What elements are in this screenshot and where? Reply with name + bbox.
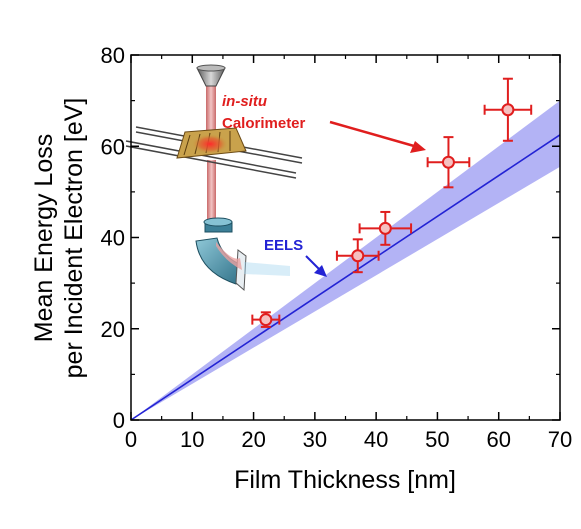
setup-illustration <box>125 64 303 292</box>
y-axis-title: Mean Energy Loss per Incident Electron [… <box>30 98 88 379</box>
y-axis-title-line2: per Incident Electron [eV] <box>60 98 88 379</box>
eels-series <box>130 100 561 421</box>
x-axis-title: Film Thickness [nm] <box>234 466 456 494</box>
y-tick-label: 40 <box>101 226 125 251</box>
calorimeter-series <box>251 77 533 328</box>
y-tick-label: 80 <box>101 43 125 68</box>
data-marker <box>259 313 273 327</box>
electron-beam-upper <box>206 86 216 144</box>
x-tick-label: 30 <box>303 427 327 452</box>
data-point-1 <box>251 311 281 328</box>
eels-uncertainty-band <box>131 100 560 420</box>
y-tick-label: 20 <box>101 317 125 342</box>
data-marker <box>441 155 455 169</box>
calorimeter-arrowhead <box>410 141 426 153</box>
data-point-3 <box>358 210 413 246</box>
x-tick-label: 40 <box>364 427 388 452</box>
electron-beam-lower <box>207 160 216 222</box>
eels-arrow <box>305 255 321 271</box>
x-tick-label: 50 <box>425 427 449 452</box>
annotation-in-situ: in-situ <box>222 93 267 110</box>
hot-spot <box>192 134 228 154</box>
eels-fit-line <box>130 134 561 421</box>
data-point-5 <box>483 77 533 142</box>
x-tick-label: 10 <box>180 427 204 452</box>
calorimeter-arrow <box>329 120 415 148</box>
axes: 0 10 20 30 40 50 60 70 0 20 40 60 80 <box>101 43 573 452</box>
annotation-eels-label: EELS <box>264 237 303 254</box>
x-tick-label: 20 <box>241 427 265 452</box>
x-tick-label: 0 <box>125 427 137 452</box>
data-marker <box>351 249 365 263</box>
y-tick-label: 60 <box>101 134 125 159</box>
x-tick-label: 70 <box>548 427 572 452</box>
y-axis-title-line1: Mean Energy Loss <box>30 134 58 342</box>
electron-gun-top <box>196 64 226 72</box>
data-point-2 <box>335 238 380 274</box>
annotation-eels: EELS <box>264 237 327 277</box>
dispersed-beam <box>216 242 242 270</box>
x-tick-label: 60 <box>486 427 510 452</box>
eels-arrowhead <box>314 265 327 277</box>
annotation-calorimeter-label: Calorimeter <box>222 115 306 132</box>
annotation-calorimeter: in-situ Calorimeter <box>222 93 426 153</box>
data-marker <box>501 103 515 117</box>
data-point-4 <box>426 136 471 189</box>
data-marker <box>378 221 392 235</box>
y-tick-label: 0 <box>113 408 125 433</box>
